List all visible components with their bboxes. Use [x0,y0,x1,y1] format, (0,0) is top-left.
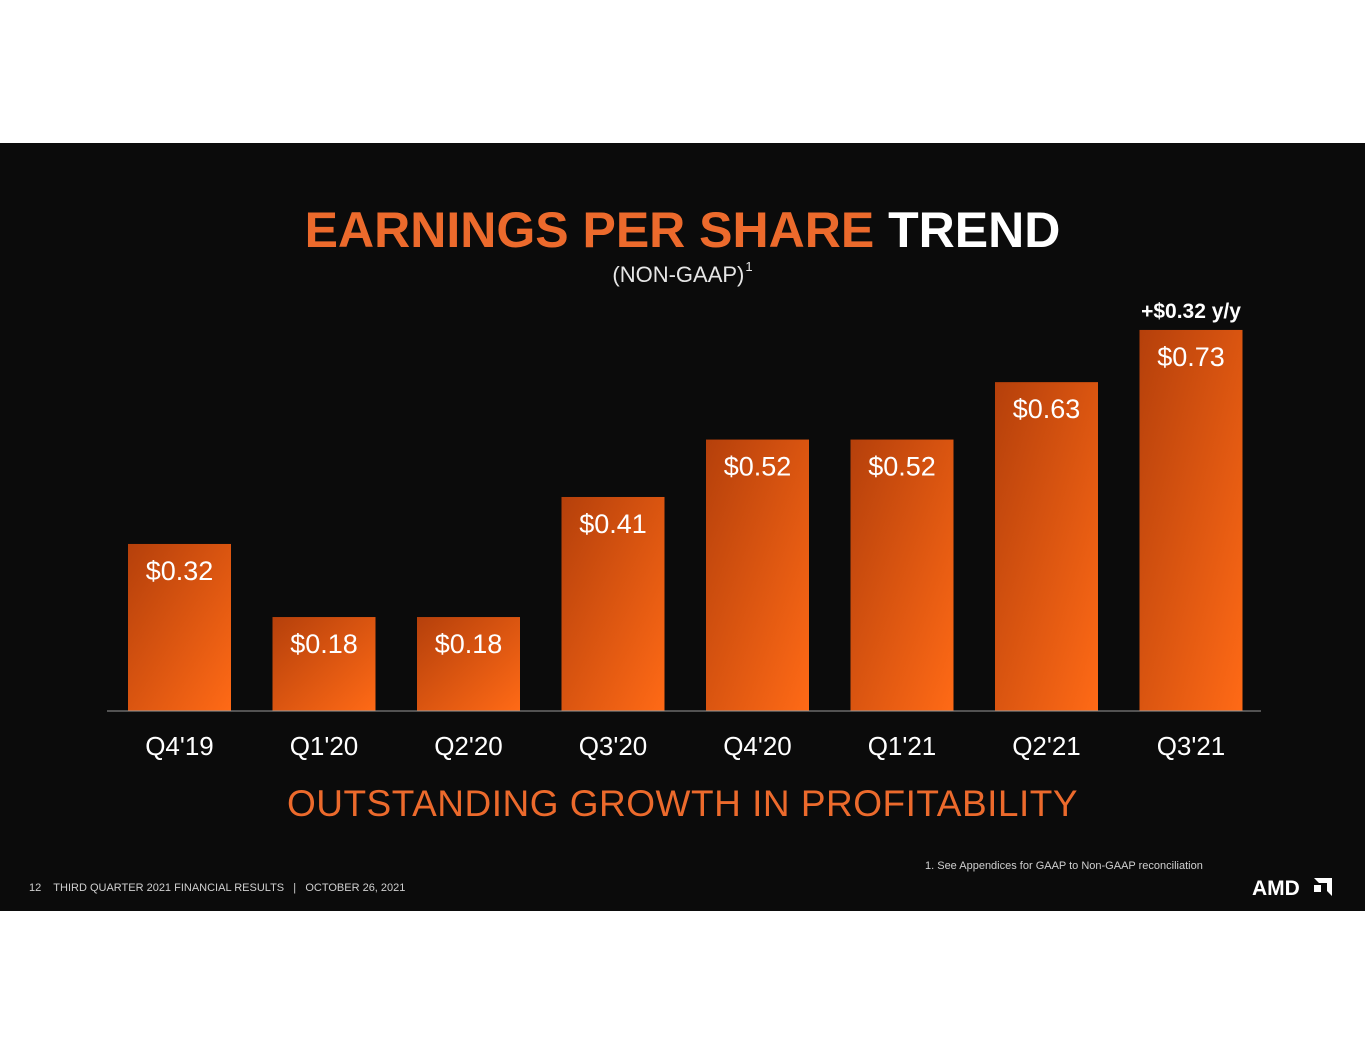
tagline: OUTSTANDING GROWTH IN PROFITABILITY [286,783,1079,824]
footnote-marker: 1 [745,259,753,274]
slide: EARNINGS PER SHARE TREND (NON-GAAP)1 $0.… [0,143,1365,911]
footnote: 1. See Appendices for GAAP to Non-GAAP r… [925,860,1203,872]
bar-Q2'21 [995,382,1098,711]
data-label: $0.52 [868,452,936,482]
x-tick-label: Q2'21 [1012,731,1081,761]
amd-logo-mark: AMD [1252,877,1332,900]
data-label: $0.63 [1013,394,1081,424]
data-label: $0.41 [579,509,647,539]
page-number: 12 [29,882,42,894]
bar-Q3'20 [561,496,665,711]
x-tick-label: Q3'20 [579,731,648,761]
data-label: $0.32 [146,556,214,586]
footer: 12 THIRD QUARTER 2021 FINANCIAL RESULTS … [29,882,405,894]
chart-subtitle: (NON-GAAP)1 [0,259,1365,288]
x-tick-label: Q4'20 [723,731,792,761]
bar-Q1'21 [850,439,954,711]
amd-logo-text: AMD [1252,877,1300,900]
data-label: $0.18 [290,629,358,659]
title-highlight: EARNINGS PER SHARE [304,202,875,258]
x-tick-label: Q1'20 [290,731,359,761]
subtitle-text: (NON-GAAP) [612,262,745,287]
x-tick-labels: Q4'19 Q1'20 Q2'20 Q3'20 Q4'20 Q1'21 Q2'21 Q3'21 [145,731,1225,761]
bar-Q4'20 [706,439,809,711]
chart-title: EARNINGS PER SHARE TREND [0,201,1365,259]
bar-Q3'21 [1139,329,1243,711]
x-tick-label: Q2'20 [434,731,503,761]
title-rest: TREND [888,202,1061,258]
bars-group: $0.32 $0.18 $0.18 $0.41 $0.52 $0.52 $0.63 $0.73 [128,329,1243,711]
bar-Q4'19 [128,543,231,711]
data-label: $0.52 [724,452,792,482]
eps-bar-chart: $0.32 $0.18 $0.18 $0.41 $0.52 $0.52 $0.63 $0.73… [107,300,1261,761]
yoy-annotation: +$0.32 y/y [1141,300,1241,323]
amd-logo: AMD [1252,874,1336,905]
footer-text: THIRD QUARTER 2021 FINANCIAL RESULTS | O… [53,882,406,894]
data-label: $0.18 [435,629,503,659]
x-tick-label: Q3'21 [1157,731,1226,761]
x-tick-label: Q1'21 [868,731,937,761]
bar-Q2'20 [417,617,520,711]
data-label: $0.73 [1157,342,1225,372]
x-tick-label: Q4'19 [145,731,214,761]
bar-Q1'20 [272,617,376,711]
